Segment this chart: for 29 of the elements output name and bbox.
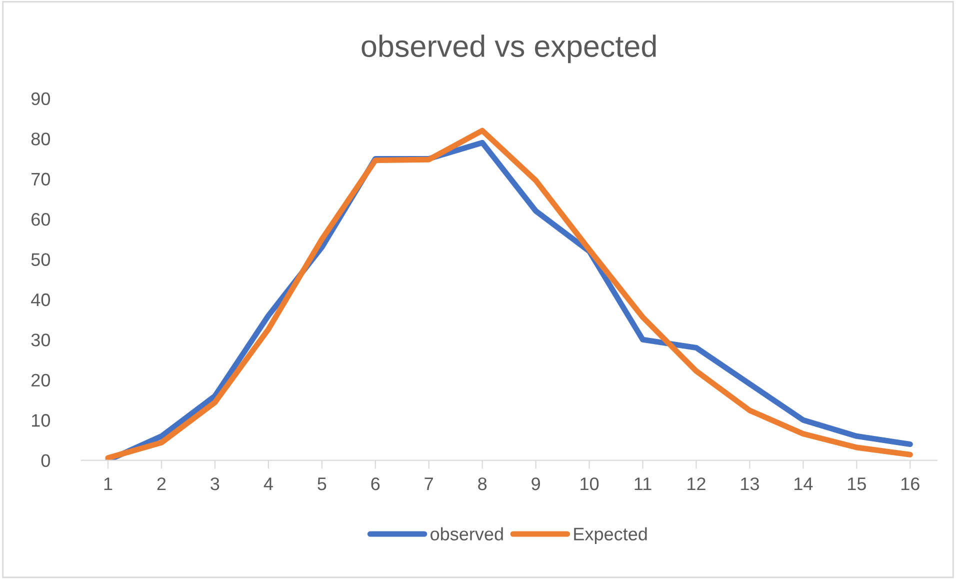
- y-tick-label: 80: [31, 132, 50, 146]
- x-tick-label: 3: [210, 477, 220, 490]
- x-tick-label: 8: [478, 477, 487, 490]
- x-tick-label: 11: [634, 478, 652, 490]
- y-tick-label: 0: [41, 454, 50, 468]
- x-tick-label: 2: [157, 477, 166, 490]
- x-tick-label: 1: [104, 478, 112, 490]
- y-tick-label: 20: [32, 374, 50, 387]
- x-tick-label: 15: [848, 478, 866, 490]
- y-tick-label: 40: [31, 293, 50, 306]
- x-tick-label: 14: [794, 478, 813, 490]
- x-tick-label: 13: [741, 477, 759, 490]
- x-tick-label: 6: [371, 477, 380, 490]
- x-tick-label: 5: [318, 478, 326, 490]
- x-tick-label: 12: [688, 477, 706, 490]
- x-tick-label: 7: [424, 478, 433, 490]
- legend-label: observed: [430, 527, 503, 540]
- legend-label: Expected: [574, 527, 647, 544]
- y-tick-label: 30: [31, 334, 50, 346]
- x-tick-label: 10: [580, 477, 599, 490]
- y-tick-label: 60: [32, 212, 50, 226]
- y-tick-label: 70: [32, 172, 50, 186]
- chart-title: observed vs expected: [362, 34, 656, 64]
- y-tick-label: 10: [32, 414, 50, 427]
- y-tick-label: 90: [31, 92, 50, 106]
- x-tick-label: 4: [264, 478, 273, 490]
- x-tick-label: 9: [532, 477, 540, 490]
- x-tick-label: 16: [901, 477, 920, 490]
- y-tick-label: 50: [31, 253, 50, 266]
